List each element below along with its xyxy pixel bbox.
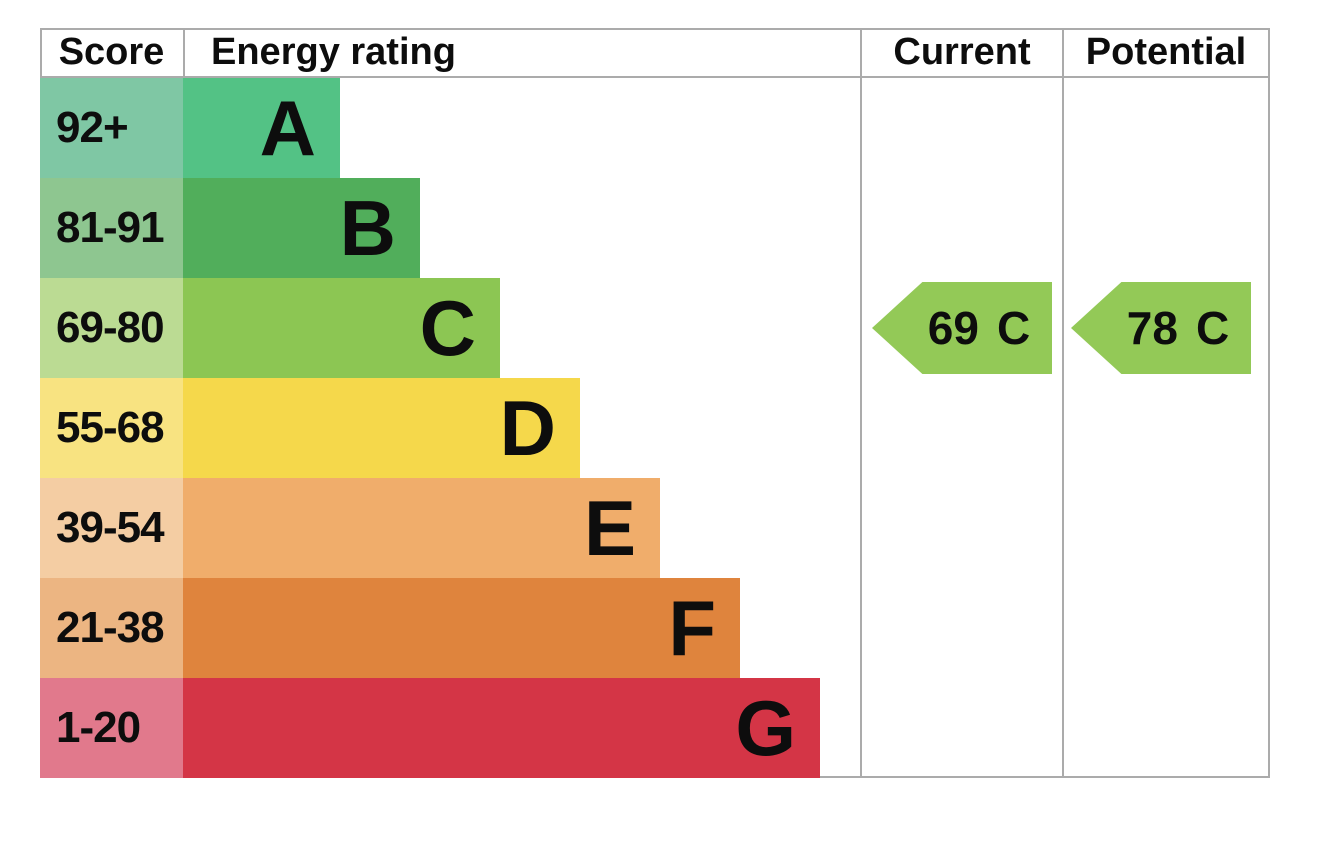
band-row-f: 21-38 F: [40, 578, 860, 678]
band-e-score-range: 39-54: [40, 478, 183, 578]
header-energy-rating: Energy rating: [211, 31, 456, 73]
table-header-divider: [40, 76, 1270, 78]
band-row-c: 69-80 C: [40, 278, 860, 378]
band-c-score-range: 69-80: [40, 278, 183, 378]
band-c-bar: C: [183, 278, 500, 378]
current-rating-band: C: [996, 302, 1031, 354]
score-column-divider: [183, 28, 185, 78]
epc-table: Score Energy rating Current Potential 92…: [40, 28, 1270, 778]
potential-rating-arrow: 78 C: [1071, 282, 1251, 374]
band-row-b: 81-91 B: [40, 178, 860, 278]
header-potential: Potential: [1085, 31, 1247, 73]
potential-column-divider: [1062, 28, 1064, 778]
table-border-left: [40, 28, 42, 78]
band-d-bar: D: [183, 378, 580, 478]
band-a-bar: A: [183, 78, 340, 178]
band-b-score-range: 81-91: [40, 178, 183, 278]
band-f-bar: F: [183, 578, 740, 678]
potential-rating-band: C: [1195, 302, 1230, 354]
current-rating-value: 69: [927, 302, 979, 354]
current-rating-arrow: 69 C: [872, 282, 1052, 374]
band-g-bar: G: [183, 678, 820, 778]
band-f-score-range: 21-38: [40, 578, 183, 678]
current-column-divider: [860, 28, 862, 778]
band-row-g: 1-20 G: [40, 678, 860, 778]
potential-rating-value: 78: [1126, 302, 1178, 354]
band-g-score-range: 1-20: [40, 678, 183, 778]
band-d-score-range: 55-68: [40, 378, 183, 478]
band-a-score-range: 92+: [40, 78, 183, 178]
band-e-bar: E: [183, 478, 660, 578]
band-row-d: 55-68 D: [40, 378, 860, 478]
header-score: Score: [58, 31, 165, 73]
band-row-a: 92+ A: [40, 78, 860, 178]
header-current: Current: [893, 31, 1031, 73]
band-row-e: 39-54 E: [40, 478, 860, 578]
band-b-bar: B: [183, 178, 420, 278]
table-border-right: [1268, 28, 1270, 778]
table-border-top: [40, 28, 1270, 30]
